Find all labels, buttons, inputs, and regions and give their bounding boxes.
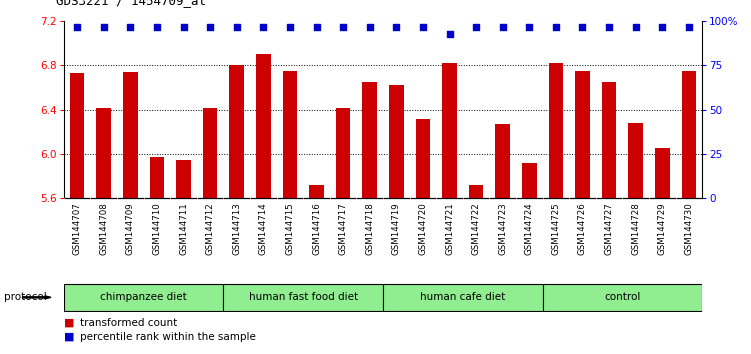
Text: percentile rank within the sample: percentile rank within the sample xyxy=(80,332,256,342)
Point xyxy=(496,24,508,29)
Text: GSM144711: GSM144711 xyxy=(179,202,188,255)
Point xyxy=(523,24,535,29)
Bar xyxy=(363,82,377,198)
Bar xyxy=(469,185,484,198)
Text: GSM144712: GSM144712 xyxy=(206,202,215,255)
Text: GSM144714: GSM144714 xyxy=(259,202,268,255)
Text: GSM144729: GSM144729 xyxy=(658,202,667,255)
Point xyxy=(629,24,641,29)
Point xyxy=(204,24,216,29)
Bar xyxy=(442,63,457,198)
Text: GSM144713: GSM144713 xyxy=(232,202,241,255)
Point xyxy=(177,24,189,29)
Bar xyxy=(224,284,383,311)
Text: transformed count: transformed count xyxy=(80,318,177,328)
Point xyxy=(470,24,482,29)
Point xyxy=(577,24,589,29)
Bar xyxy=(149,157,164,198)
Text: ■: ■ xyxy=(64,318,74,328)
Bar xyxy=(575,71,590,198)
Point xyxy=(656,24,668,29)
Bar xyxy=(682,71,696,198)
Bar xyxy=(522,163,537,198)
Text: GSM144709: GSM144709 xyxy=(126,202,135,255)
Text: protocol: protocol xyxy=(4,292,47,302)
Bar xyxy=(64,284,224,311)
Text: control: control xyxy=(605,292,641,302)
Bar xyxy=(602,82,617,198)
Bar xyxy=(96,108,111,198)
Point xyxy=(258,24,270,29)
Bar xyxy=(629,123,643,198)
Text: GSM144722: GSM144722 xyxy=(472,202,481,255)
Text: GSM144715: GSM144715 xyxy=(285,202,294,255)
Text: GSM144716: GSM144716 xyxy=(312,202,321,255)
Bar xyxy=(389,85,403,198)
Point xyxy=(337,24,349,29)
Text: GDS3221 / 1454709_at: GDS3221 / 1454709_at xyxy=(56,0,207,7)
Text: chimpanzee diet: chimpanzee diet xyxy=(100,292,187,302)
Text: GSM144708: GSM144708 xyxy=(99,202,108,255)
Bar xyxy=(383,284,542,311)
Bar xyxy=(336,108,351,198)
Point xyxy=(550,24,562,29)
Text: GSM144721: GSM144721 xyxy=(445,202,454,255)
Point xyxy=(444,31,456,36)
Bar xyxy=(548,63,563,198)
Text: GSM144727: GSM144727 xyxy=(605,202,614,255)
Point xyxy=(231,24,243,29)
Point xyxy=(125,24,137,29)
Text: GSM144730: GSM144730 xyxy=(684,202,693,255)
Bar xyxy=(203,108,218,198)
Point xyxy=(71,24,83,29)
Bar xyxy=(256,55,270,198)
Text: GSM144718: GSM144718 xyxy=(365,202,374,255)
Point xyxy=(391,24,403,29)
Bar xyxy=(543,284,702,311)
Text: ■: ■ xyxy=(64,332,74,342)
Bar xyxy=(229,65,244,198)
Bar xyxy=(70,73,84,198)
Text: GSM144723: GSM144723 xyxy=(498,202,507,255)
Bar xyxy=(282,71,297,198)
Bar xyxy=(655,148,670,198)
Point xyxy=(151,24,163,29)
Text: GSM144724: GSM144724 xyxy=(525,202,534,255)
Point xyxy=(683,24,695,29)
Point xyxy=(363,24,376,29)
Bar xyxy=(123,72,137,198)
Bar xyxy=(176,160,191,198)
Point xyxy=(284,24,296,29)
Point xyxy=(417,24,429,29)
Text: human fast food diet: human fast food diet xyxy=(249,292,357,302)
Text: GSM144720: GSM144720 xyxy=(418,202,427,255)
Point xyxy=(310,24,322,29)
Text: human cafe diet: human cafe diet xyxy=(420,292,505,302)
Bar xyxy=(496,124,510,198)
Text: GSM144726: GSM144726 xyxy=(578,202,587,255)
Text: GSM144707: GSM144707 xyxy=(73,202,82,255)
Text: GSM144717: GSM144717 xyxy=(339,202,348,255)
Text: GSM144719: GSM144719 xyxy=(392,202,401,255)
Text: GSM144710: GSM144710 xyxy=(152,202,161,255)
Text: GSM144725: GSM144725 xyxy=(551,202,560,255)
Bar xyxy=(309,185,324,198)
Point xyxy=(98,24,110,29)
Text: GSM144728: GSM144728 xyxy=(631,202,640,255)
Point xyxy=(603,24,615,29)
Bar xyxy=(415,119,430,198)
